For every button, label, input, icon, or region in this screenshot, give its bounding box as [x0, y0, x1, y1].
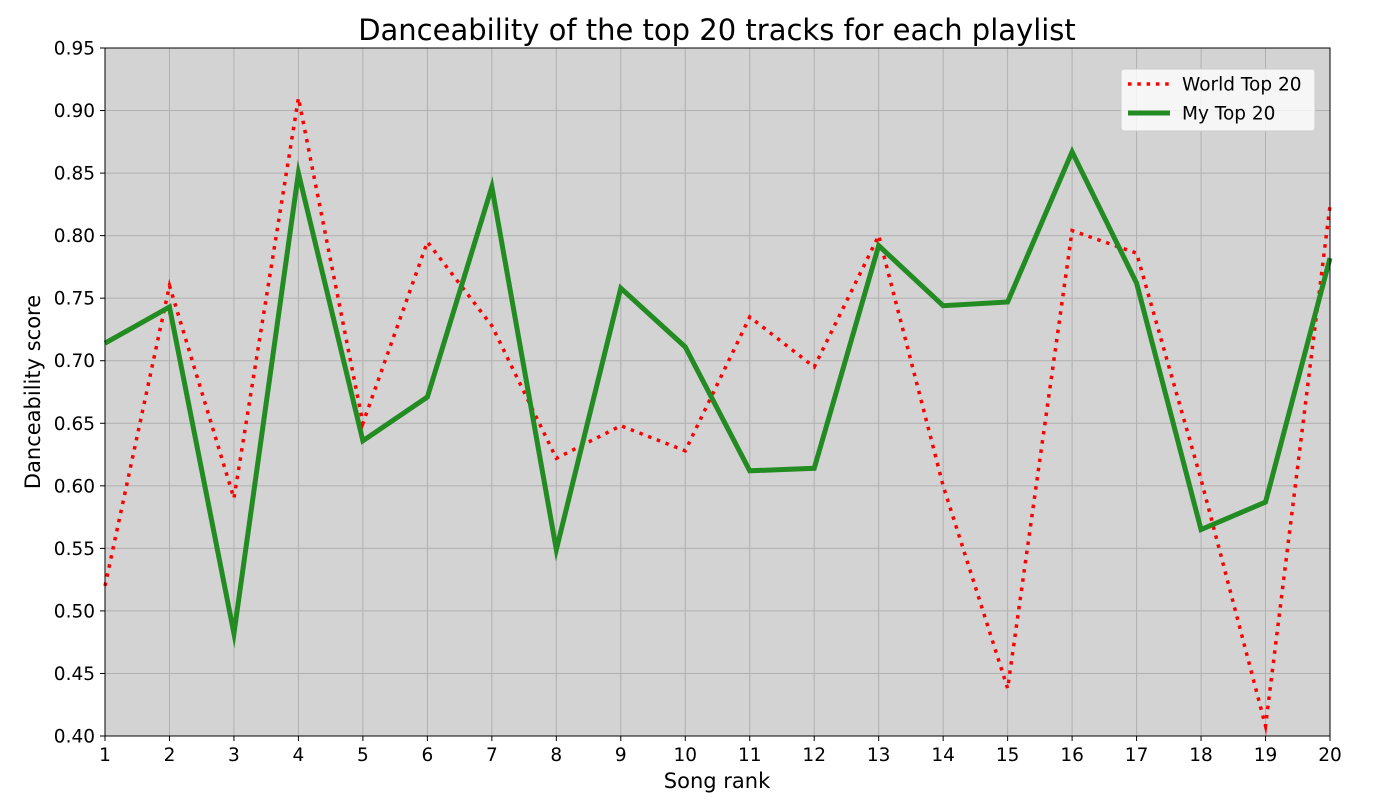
x-tick-label: 6	[421, 745, 433, 766]
x-tick-label: 1	[99, 745, 111, 766]
x-tick-label: 10	[673, 745, 697, 766]
y-tick-label: 0.40	[54, 727, 95, 748]
x-axis: 1 2 3 4 5 6 7 8 9 10 11 12 13 14 15 16 17 18 19 20	[99, 736, 1342, 766]
x-tick-label: 3	[228, 745, 240, 766]
x-tick-label: 19	[1254, 745, 1278, 766]
x-tick-label: 12	[802, 745, 826, 766]
x-tick-label: 16	[1060, 745, 1084, 766]
x-tick-label: 5	[357, 745, 369, 766]
x-axis-label: Song rank	[664, 769, 771, 793]
y-tick-label: 0.65	[54, 414, 95, 435]
y-axis-label: Danceability score	[21, 295, 45, 489]
x-tick-label: 17	[1125, 745, 1149, 766]
x-tick-label: 14	[931, 745, 955, 766]
legend-label-1: World Top 20	[1182, 75, 1302, 96]
x-tick-label: 7	[486, 745, 498, 766]
y-tick-label: 0.90	[54, 101, 95, 122]
y-tick-label: 0.95	[54, 39, 95, 60]
x-tick-label: 15	[996, 745, 1020, 766]
y-tick-label: 0.60	[54, 476, 95, 497]
y-tick-label: 0.80	[54, 226, 95, 247]
series-line-2	[103, 145, 1333, 649]
x-tick-label: 18	[1189, 745, 1213, 766]
series-layer	[103, 88, 1333, 736]
x-tick-label: 11	[738, 745, 762, 766]
y-tick-label: 0.75	[54, 289, 95, 310]
x-tick-label: 2	[164, 745, 176, 766]
x-tick-label: 4	[293, 745, 305, 766]
chart-title: Danceability of the top 20 tracks for ea…	[358, 13, 1076, 47]
grid	[104, 47, 1331, 737]
y-tick-label: 0.50	[54, 601, 95, 622]
plot-frame	[104, 47, 1331, 737]
y-tick-label: 0.45	[54, 664, 95, 685]
x-tick-label: 13	[867, 745, 891, 766]
series-line-1	[103, 88, 1332, 736]
x-tick-label: 8	[550, 745, 562, 766]
legend-label-2: My Top 20	[1182, 104, 1275, 125]
legend: World Top 20 My Top 20	[1120, 68, 1316, 132]
y-tick-label: 0.70	[54, 351, 95, 372]
x-tick-label: 9	[615, 745, 627, 766]
y-tick-label: 0.85	[54, 164, 95, 185]
plot-area	[105, 48, 1330, 736]
x-tick-label: 20	[1318, 745, 1342, 766]
y-tick-label: 0.55	[54, 539, 95, 560]
y-axis: 0.40 0.45 0.50 0.55 0.60 0.65 0.70 0.75 0.80 0.85…	[54, 39, 105, 748]
